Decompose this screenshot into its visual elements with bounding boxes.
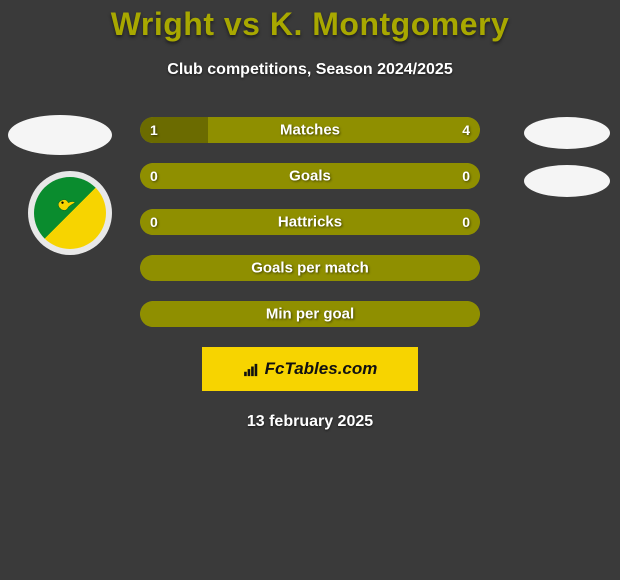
page-title: Wright vs K. Montgomery — [0, 0, 620, 43]
bar-chart-icon — [243, 362, 261, 376]
bar-value-left: 0 — [150, 214, 158, 230]
stat-bar-goals: Goals 0 0 — [140, 163, 480, 189]
stat-bars: Matches 1 4 Goals 0 0 Hattricks 0 0 Goals per mat… — [140, 117, 480, 327]
canary-icon — [52, 191, 80, 226]
bar-label: Matches — [280, 122, 340, 139]
stat-bar-min-per-goal: Min per goal — [140, 301, 480, 327]
bar-value-left: 0 — [150, 168, 158, 184]
player-club-badge-left — [28, 171, 112, 255]
bar-fill-right — [310, 163, 480, 189]
player-club-badge-right — [524, 165, 610, 197]
bar-fill-right — [208, 117, 480, 143]
bar-label: Min per goal — [266, 306, 354, 323]
bar-fill-left — [140, 163, 310, 189]
bar-value-right: 0 — [462, 214, 470, 230]
comparison-panel: Matches 1 4 Goals 0 0 Hattricks 0 0 Goals per mat… — [0, 117, 620, 431]
stat-bar-matches: Matches 1 4 — [140, 117, 480, 143]
bar-value-left: 1 — [150, 122, 158, 138]
logo-text: FcTables.com — [265, 359, 378, 379]
bar-label: Goals — [289, 168, 331, 185]
date-label: 13 february 2025 — [0, 413, 620, 431]
player-avatar-right — [524, 117, 610, 149]
bar-label: Goals per match — [251, 260, 369, 277]
bar-value-right: 0 — [462, 168, 470, 184]
stat-bar-goals-per-match: Goals per match — [140, 255, 480, 281]
subtitle: Club competitions, Season 2024/2025 — [0, 61, 620, 79]
source-logo[interactable]: FcTables.com — [202, 347, 418, 391]
norwich-badge-icon — [34, 177, 106, 249]
player-avatar-left — [8, 115, 112, 155]
bar-label: Hattricks — [278, 214, 342, 231]
stat-bar-hattricks: Hattricks 0 0 — [140, 209, 480, 235]
bar-value-right: 4 — [462, 122, 470, 138]
